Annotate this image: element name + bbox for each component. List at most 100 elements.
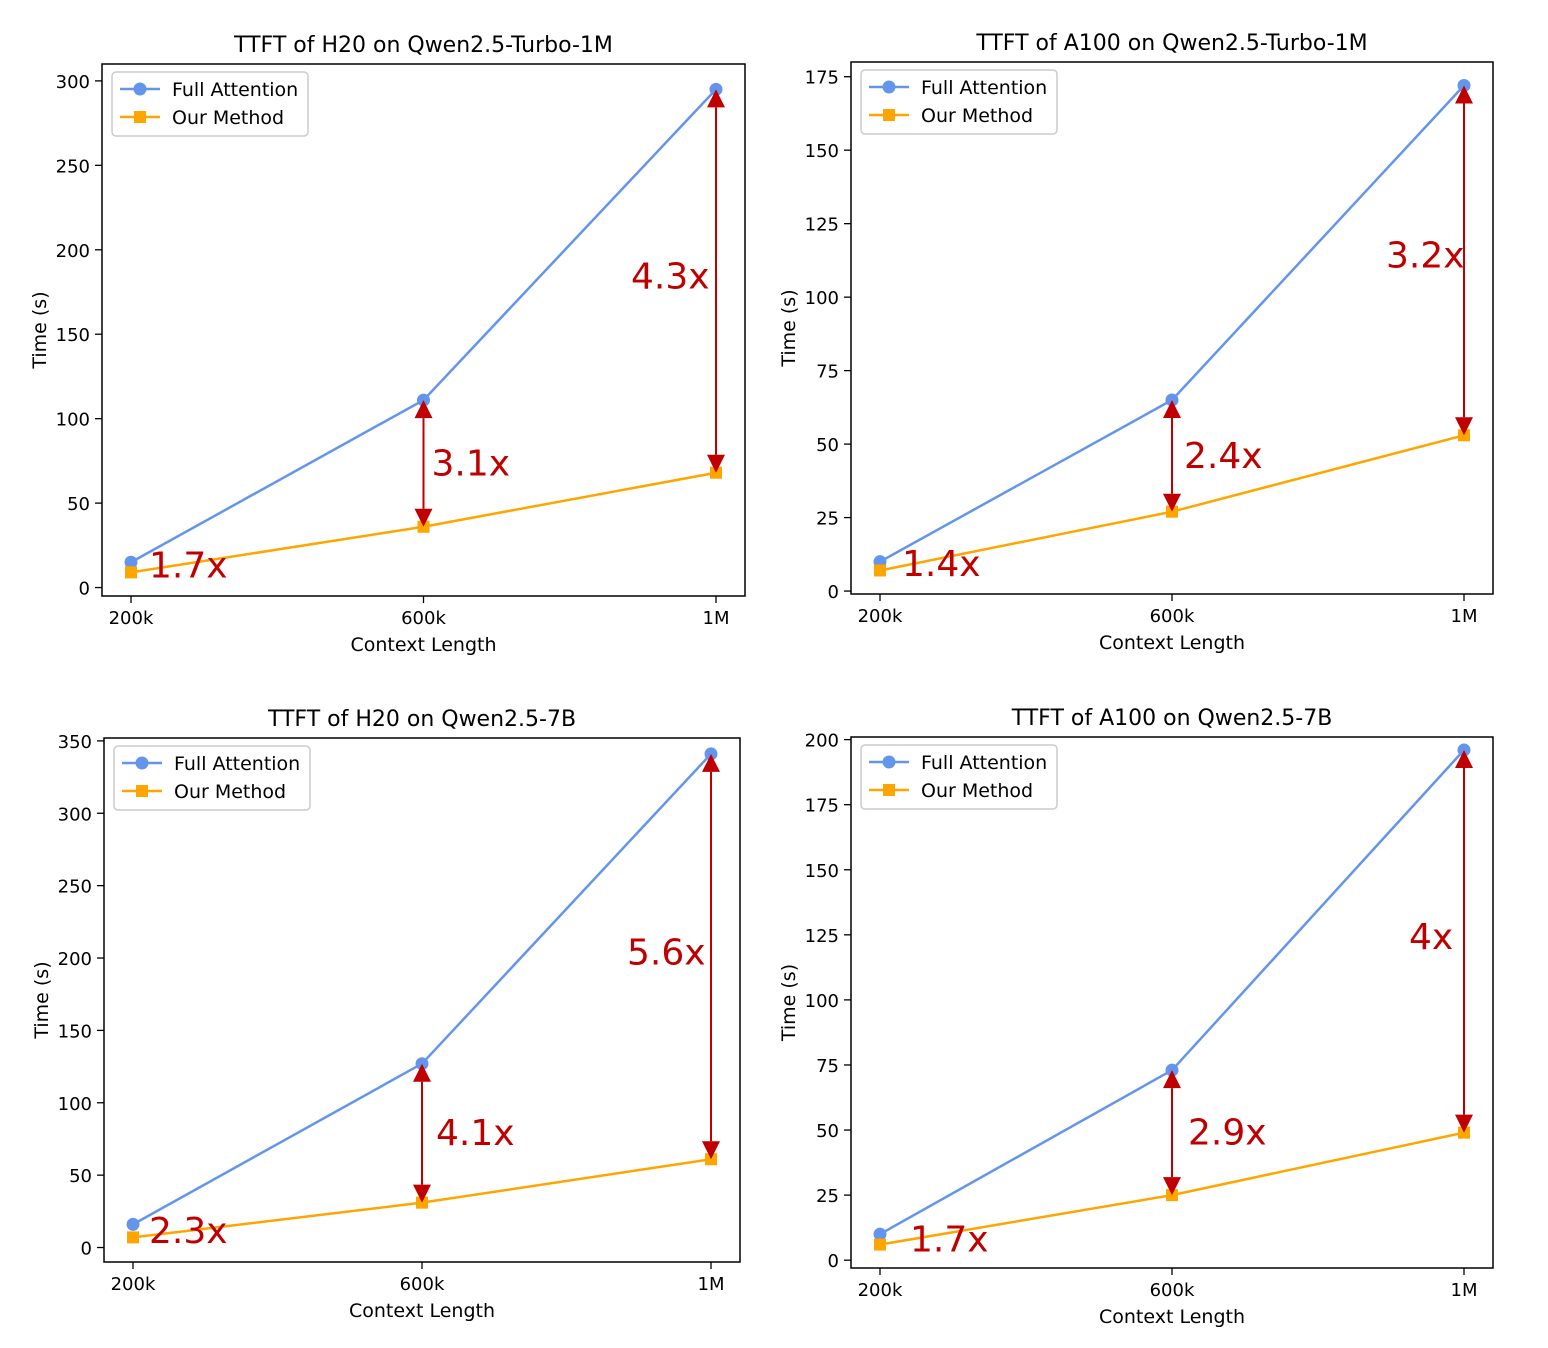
speedup-arrow [1163, 400, 1181, 512]
chart-title: TTFT of A100 on Qwen2.5-Turbo-1M [975, 31, 1367, 56]
data-point-full-attention [126, 1217, 140, 1231]
y-tick-label: 50 [816, 435, 839, 456]
x-axis-label: Context Length [1099, 1306, 1245, 1328]
y-tick-label: 0 [828, 582, 839, 603]
y-tick-label: 50 [67, 494, 90, 515]
x-tick-label: 200k [858, 606, 903, 627]
y-tick-label: 150 [56, 325, 90, 346]
legend-label: Full Attention [172, 79, 298, 101]
x-tick-label: 200k [109, 608, 154, 629]
chart-title: TTFT of H20 on Qwen2.5-7B [267, 707, 576, 732]
legend-label: Full Attention [174, 753, 300, 775]
legend-label: Our Method [921, 105, 1033, 127]
y-tick-label: 200 [58, 949, 92, 970]
speedup-arrow [1163, 1070, 1181, 1196]
y-axis-label: Time (s) [778, 289, 800, 367]
chart-title: TTFT of H20 on Qwen2.5-Turbo-1M [233, 33, 613, 58]
y-tick-label: 50 [69, 1166, 92, 1187]
legend-marker-circle [135, 756, 149, 770]
speedup-label: 1.7x [910, 1219, 989, 1260]
x-tick-label: 200k [858, 1280, 903, 1301]
legend: Full Attention Our Method [113, 745, 311, 811]
chart-panel-1: TTFT of H20 on Qwen2.5-Turbo-1M 0 50 100 150… [29, 33, 746, 656]
x-tick-label: 600k [1150, 606, 1195, 627]
y-tick-label: 100 [58, 1094, 92, 1115]
data-point-our-method [125, 566, 137, 579]
legend-marker-square [883, 109, 895, 121]
legend-marker-square [134, 111, 146, 123]
y-tick-label: 0 [79, 579, 90, 600]
y-tick-label: 200 [56, 241, 90, 262]
chart-panel-4: TTFT of A100 on Qwen2.5-7B 0 25 50 75 100 125 1… [778, 706, 1494, 1328]
speedup-arrow [414, 400, 433, 527]
speedup-label: 5.6x [627, 933, 706, 974]
y-tick-label: 150 [58, 1021, 92, 1042]
y-tick-label: 0 [828, 1251, 839, 1272]
x-axis-label: Context Length [349, 1300, 495, 1322]
x-tick-label: 1M [698, 1274, 725, 1295]
legend-label: Our Method [174, 781, 286, 803]
data-point-full-attention [124, 555, 138, 569]
y-tick-label: 50 [816, 1121, 839, 1142]
speedup-label: 4.3x [631, 257, 710, 298]
y-tick-label: 100 [805, 288, 839, 309]
y-tick-label: 150 [805, 861, 839, 882]
speedup-arrow [413, 1063, 431, 1203]
y-tick-label: 0 [81, 1239, 92, 1260]
x-tick-label: 600k [401, 608, 446, 629]
speedup-label: 3.1x [432, 443, 511, 484]
y-tick-label: 350 [58, 732, 92, 753]
legend: Full Attention Our Method [860, 744, 1058, 810]
data-point-our-method [127, 1231, 139, 1244]
legend: Full Attention Our Method [860, 69, 1058, 135]
speedup-label: 2.9x [1188, 1113, 1267, 1154]
y-axis-label: Time (s) [29, 291, 51, 369]
x-tick-label: 200k [111, 1274, 156, 1295]
legend-label: Our Method [172, 107, 284, 129]
speedup-label: 3.2x [1386, 235, 1465, 276]
y-tick-label: 250 [56, 156, 90, 177]
y-tick-label: 100 [56, 410, 90, 431]
y-tick-label: 150 [805, 141, 839, 162]
speedup-label: 2.3x [149, 1211, 228, 1252]
y-tick-label: 125 [805, 215, 839, 236]
chart-title: TTFT of A100 on Qwen2.5-7B [1011, 706, 1333, 731]
speedup-label: 1.7x [149, 545, 228, 586]
speedup-label: 2.4x [1184, 436, 1263, 477]
chart-panel-3: TTFT of H20 on Qwen2.5-7B 0 50 100 150 200 250… [31, 707, 741, 1322]
legend-label: Full Attention [921, 77, 1047, 99]
x-axis-label: Context Length [1099, 632, 1245, 654]
legend-marker-circle [133, 82, 147, 96]
data-point-full-attention [873, 1227, 887, 1241]
x-axis-label: Context Length [350, 634, 496, 656]
legend-marker-circle [882, 755, 896, 769]
data-point-our-method [874, 564, 886, 577]
legend-marker-circle [882, 80, 896, 94]
y-tick-label: 75 [816, 362, 839, 383]
speedup-arrow [702, 753, 720, 1160]
speedup-arrow [707, 89, 725, 473]
legend-label: Full Attention [921, 752, 1047, 774]
legend-label: Our Method [921, 780, 1033, 802]
chart-panel-2: TTFT of A100 on Qwen2.5-Turbo-1M 0 25 50 75 1… [778, 31, 1494, 654]
y-tick-label: 25 [816, 509, 839, 530]
y-tick-label: 300 [56, 72, 90, 93]
y-axis-label: Time (s) [778, 964, 800, 1042]
y-axis-label: Time (s) [31, 961, 53, 1039]
y-tick-label: 175 [805, 68, 839, 89]
speedup-arrow [1455, 85, 1473, 436]
x-tick-label: 1M [1451, 606, 1478, 627]
legend-marker-square [136, 785, 148, 797]
legend-marker-square [883, 784, 895, 796]
y-tick-label: 300 [58, 804, 92, 825]
y-tick-label: 175 [805, 796, 839, 817]
legend: Full Attention Our Method [111, 71, 309, 137]
speedup-label: 4.1x [436, 1113, 515, 1154]
data-point-our-method [874, 1238, 886, 1251]
y-tick-label: 25 [816, 1186, 839, 1207]
y-tick-label: 100 [805, 991, 839, 1012]
x-tick-label: 600k [1150, 1280, 1195, 1301]
speedup-arrow [1455, 750, 1473, 1133]
x-tick-label: 1M [1451, 1280, 1478, 1301]
